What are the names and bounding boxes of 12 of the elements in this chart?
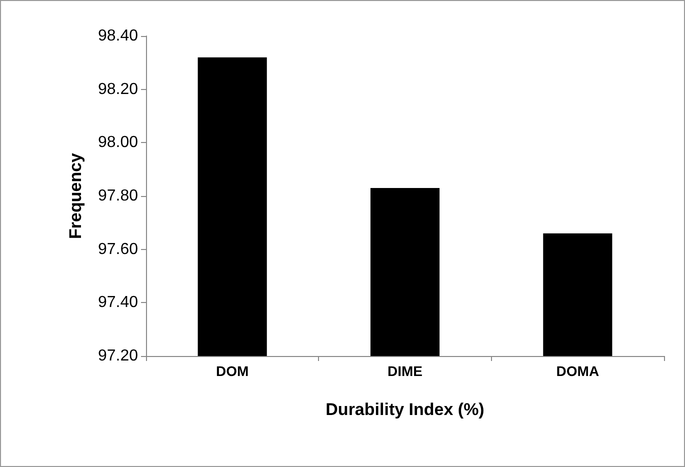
x-tick-label: DIME xyxy=(388,363,422,379)
y-tick-label: 97.80 xyxy=(98,188,138,204)
y-tick-label: 97.20 xyxy=(98,348,138,364)
x-tick-label: DOMA xyxy=(556,363,600,379)
x-axis-title: Durability Index (%) xyxy=(326,400,484,419)
y-tick-label: 98.20 xyxy=(98,80,138,98)
x-tick-label: DOM xyxy=(216,363,249,379)
y-tick-label: 97.40 xyxy=(98,294,138,312)
y-tick-label: 98.00 xyxy=(98,134,138,152)
y-axis-title: Frequency xyxy=(66,152,85,239)
y-tick-label: 97.60 xyxy=(98,240,138,258)
y-tick-label: 98.40 xyxy=(98,28,138,44)
